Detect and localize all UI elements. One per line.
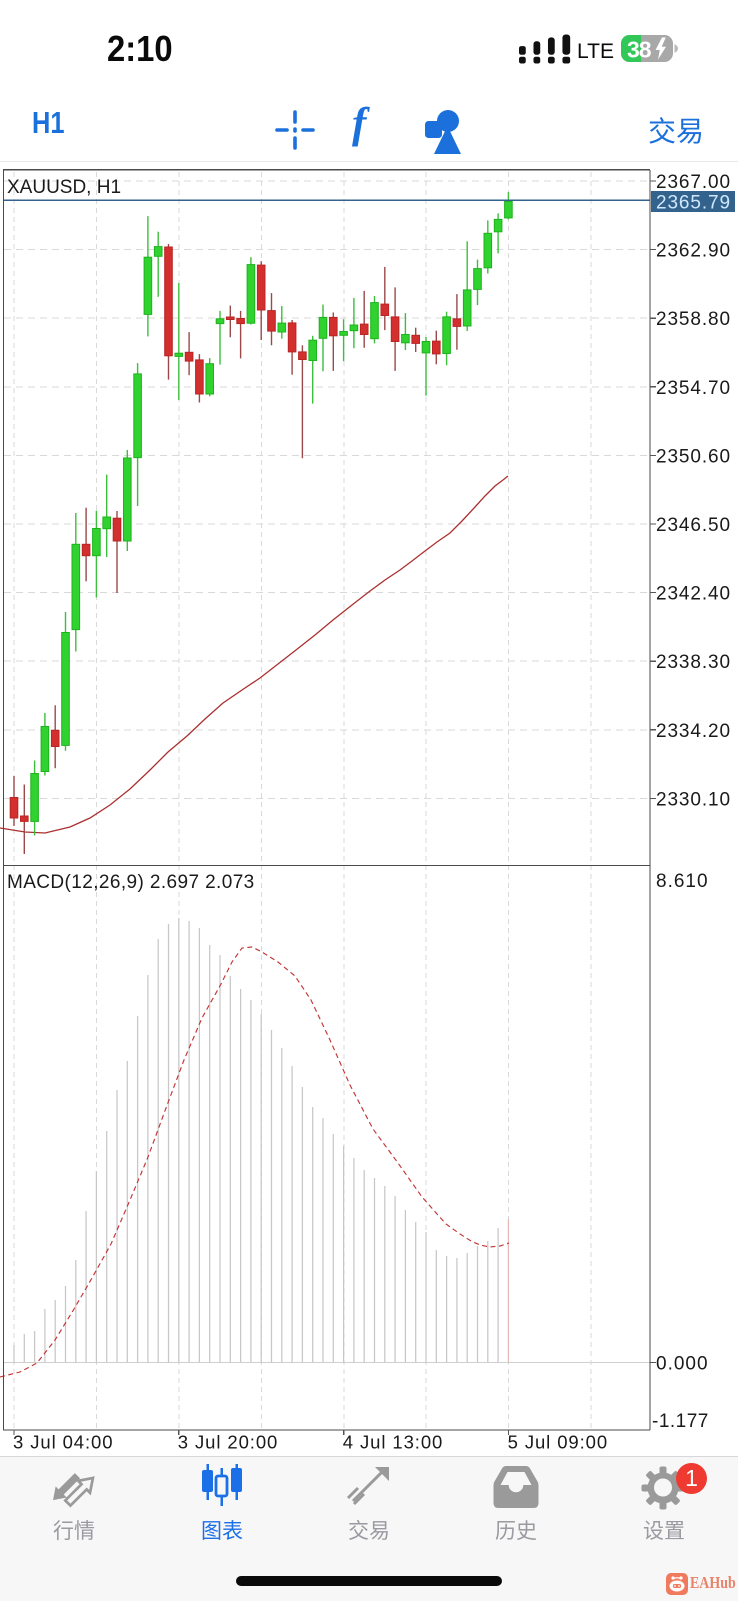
svg-text:2342.40: 2342.40 [656, 584, 731, 605]
svg-text:MACD(12,26,9) 2.697 2.073: MACD(12,26,9) 2.697 2.073 [7, 872, 255, 893]
svg-text:38: 38 [627, 37, 652, 63]
svg-text:2346.50: 2346.50 [656, 515, 731, 536]
svg-text:8.610: 8.610 [656, 871, 709, 892]
svg-text:XAUUSD, H1: XAUUSD, H1 [7, 177, 121, 198]
svg-text:5 Jul 09:00: 5 Jul 09:00 [508, 1432, 608, 1453]
svg-text:2365.79: 2365.79 [656, 193, 731, 214]
svg-text:0.000: 0.000 [656, 1354, 709, 1375]
svg-text:2334.20: 2334.20 [656, 721, 731, 742]
svg-text:2350.60: 2350.60 [656, 446, 731, 467]
svg-text:2338.30: 2338.30 [656, 652, 731, 673]
svg-text:3 Jul 20:00: 3 Jul 20:00 [178, 1432, 278, 1453]
svg-text:2358.80: 2358.80 [656, 309, 731, 330]
svg-text:2362.90: 2362.90 [656, 241, 731, 262]
svg-text:2330.10: 2330.10 [656, 789, 731, 810]
svg-text:-1.177: -1.177 [652, 1411, 709, 1432]
svg-text:2354.70: 2354.70 [656, 378, 731, 399]
svg-text:4 Jul 13:00: 4 Jul 13:00 [343, 1432, 443, 1453]
svg-text:2367.00: 2367.00 [656, 172, 731, 193]
svg-text:3 Jul 04:00: 3 Jul 04:00 [13, 1432, 113, 1453]
